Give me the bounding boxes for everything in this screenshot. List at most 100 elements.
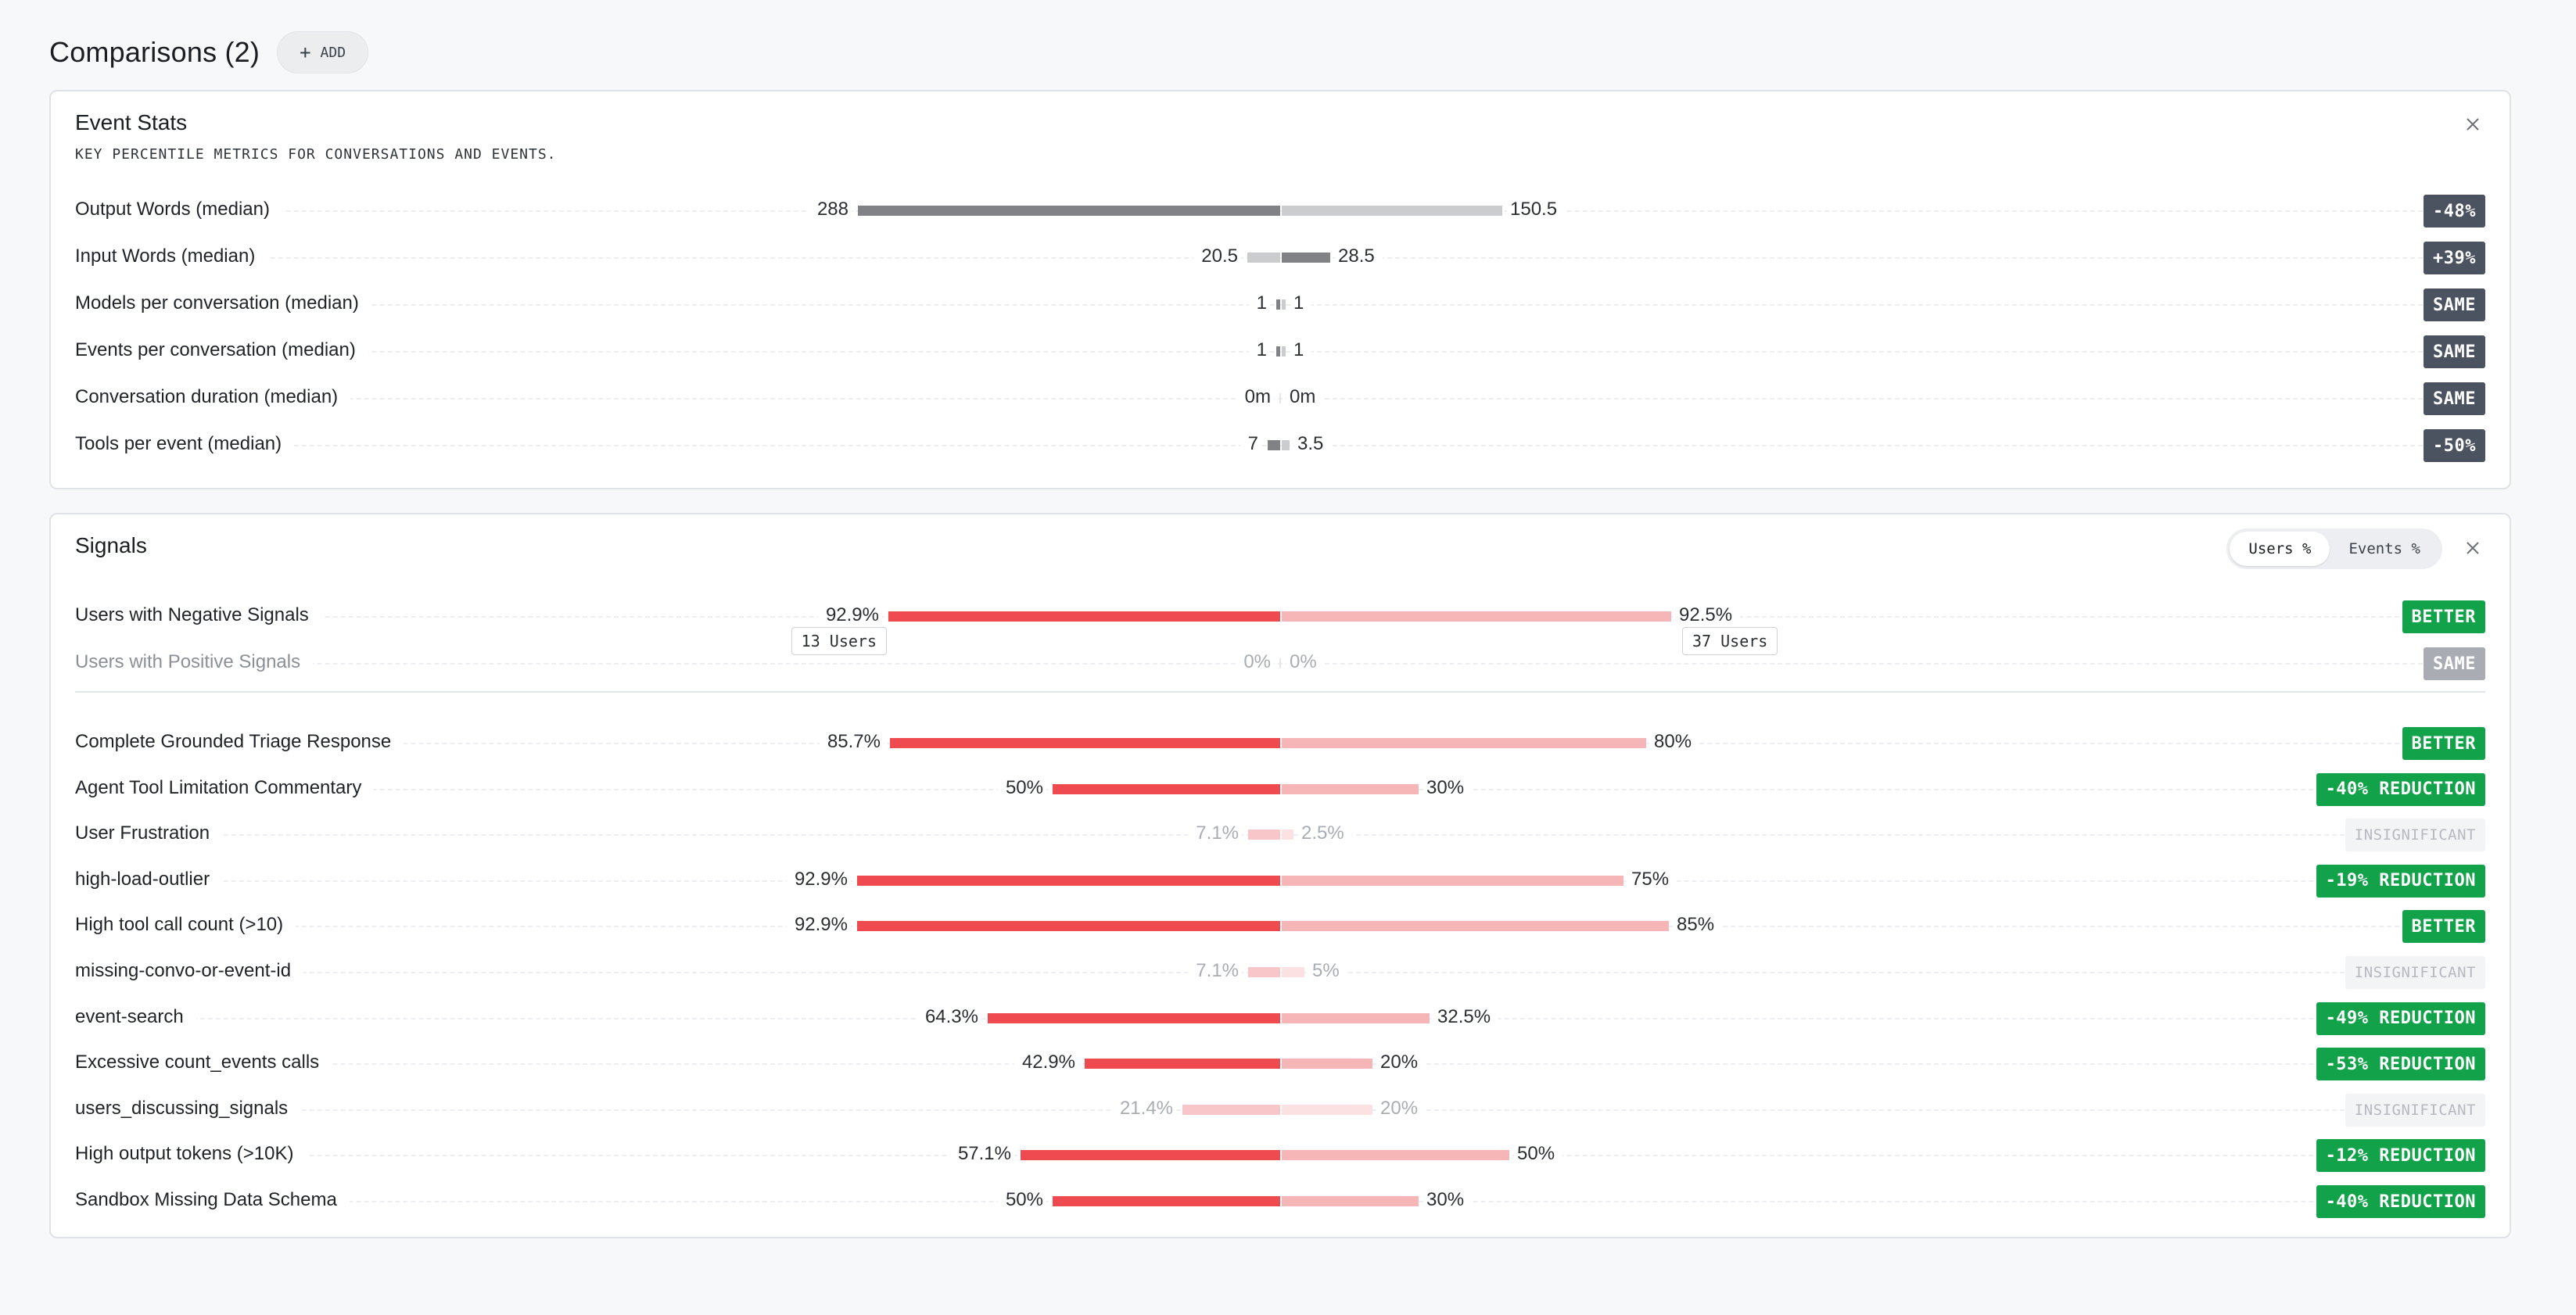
value-left: 42.9% xyxy=(1014,1052,1078,1074)
row-guide-line xyxy=(75,926,2485,928)
value-right: 3.5 xyxy=(1294,433,1332,455)
status-badge: SAME xyxy=(2424,382,2485,415)
value-right: 85% xyxy=(1674,914,1723,937)
signal-row: High output tokens (>10K) 57.1% 50% -12% RE… xyxy=(51,1131,2510,1178)
row-guide-line xyxy=(75,1017,2485,1019)
value-left: 57.1% xyxy=(949,1143,1014,1166)
value-right: 20% xyxy=(1377,1097,1426,1120)
row-label: Users with Positive Signals xyxy=(75,651,314,673)
toggle-events-percent[interactable]: Events % xyxy=(2348,540,2420,557)
row-label: Complete Grounded Triage Response xyxy=(75,731,404,753)
bar-left xyxy=(1248,829,1280,840)
user-count-chip: 37 Users xyxy=(1682,627,1778,655)
status-badge: BETTER xyxy=(2402,600,2485,633)
row-guide-line xyxy=(75,788,2485,790)
status-badge: -40% REDUCTION xyxy=(2316,772,2485,806)
value-right: 1 xyxy=(1290,339,1312,361)
row-label: High output tokens (>10K) xyxy=(75,1143,307,1166)
value-right: 0m xyxy=(1286,386,1324,408)
row-guide-line xyxy=(75,1155,2485,1157)
row-guide-line xyxy=(75,210,2485,212)
value-left: 85.7% xyxy=(819,731,884,753)
row-guide-line xyxy=(75,445,2485,446)
value-left: 7.1% xyxy=(1188,822,1242,845)
row-guide-line xyxy=(75,304,2485,306)
row-label: missing-convo-or-event-id xyxy=(75,960,304,982)
event-stats-title: Event Stats xyxy=(75,110,188,134)
status-badge: SAME xyxy=(2424,335,2485,368)
row-guide-line xyxy=(75,1201,2485,1202)
user-count-chip: 13 Users xyxy=(791,627,887,655)
bar-right xyxy=(1282,829,1293,840)
bar-right xyxy=(1282,611,1671,622)
status-badge: +39% xyxy=(2424,242,2485,274)
value-right: 5% xyxy=(1309,960,1347,982)
event-stats-subtitle: KEY PERCENTILE METRICS FOR CONVERSATIONS… xyxy=(75,146,557,163)
value-left: 92.9% xyxy=(817,604,882,626)
status-badge: -40% REDUCTION xyxy=(2316,1185,2485,1218)
event-stat-row: Events per conversation (median) 1 1 SAME xyxy=(51,328,2510,374)
row-label: Output Words (median) xyxy=(75,199,282,220)
bar-left xyxy=(858,206,1280,216)
plus-icon: + xyxy=(300,41,311,63)
status-badge: SAME xyxy=(2424,288,2485,321)
value-right: 1 xyxy=(1290,292,1312,314)
event-stats-card: Event Stats KEY PERCENTILE METRICS FOR C… xyxy=(49,90,2511,489)
status-badge: BETTER xyxy=(2402,910,2485,944)
row-label: User Frustration xyxy=(75,822,223,845)
signal-row: User Frustration 7.1% 2.5% INSIGNIFICANT xyxy=(51,811,2510,858)
bar-left xyxy=(1247,253,1280,263)
bar-left xyxy=(890,738,1280,748)
row-label: users_discussing_signals xyxy=(75,1097,301,1120)
bar-left xyxy=(857,875,1280,886)
bar-left xyxy=(1276,346,1280,357)
bar-right xyxy=(1282,1150,1509,1161)
close-icon[interactable] xyxy=(2463,115,2482,134)
metric-toggle: Users % Events % xyxy=(2226,529,2442,569)
row-guide-line xyxy=(75,1109,2485,1111)
value-right: 32.5% xyxy=(1434,1005,1499,1028)
signal-row: Excessive count_events calls 42.9% 20% -53%… xyxy=(51,1040,2510,1087)
status-badge: BETTER xyxy=(2402,727,2485,760)
bar-left xyxy=(1268,440,1280,450)
row-label: Models per conversation (median) xyxy=(75,292,371,314)
status-badge: -12% REDUCTION xyxy=(2316,1139,2485,1173)
value-left: 0% xyxy=(1236,651,1274,673)
status-badge: SAME xyxy=(2424,647,2485,680)
event-stat-row: Tools per event (median) 7 3.5 -50% xyxy=(51,421,2510,468)
add-comparison-button[interactable]: + ADD xyxy=(277,31,369,73)
signal-summary-row: Users with Negative Signals 92.9% 92.5% BET… xyxy=(51,593,2510,655)
value-right: 30% xyxy=(1423,1189,1473,1211)
event-stat-row: Models per conversation (median) 1 1 SAME xyxy=(51,281,2510,328)
bar-left xyxy=(888,611,1280,622)
bar-left xyxy=(1021,1150,1280,1161)
bar-right xyxy=(1282,206,1502,216)
status-badge: INSIGNIFICANT xyxy=(2345,956,2485,989)
bar-right xyxy=(1282,346,1286,357)
value-right: 2.5% xyxy=(1298,822,1352,845)
signal-row: Sandbox Missing Data Schema 50% 30% -40% RE… xyxy=(51,1177,2510,1224)
close-icon[interactable] xyxy=(2463,539,2482,557)
row-guide-line xyxy=(75,351,2485,353)
status-badge: -49% REDUCTION xyxy=(2316,1001,2485,1035)
bar-right xyxy=(1282,783,1419,794)
row-guide-line xyxy=(75,616,2485,618)
bar-left xyxy=(988,1012,1280,1023)
value-left: 92.9% xyxy=(786,868,851,890)
value-left: 50% xyxy=(997,776,1046,799)
bar-left xyxy=(857,921,1280,932)
bar-left xyxy=(1053,1196,1280,1206)
toggle-users-percent[interactable]: Users % xyxy=(2230,532,2330,566)
value-left: 7.1% xyxy=(1188,960,1242,982)
signals-title: Signals xyxy=(75,533,147,557)
signals-divider xyxy=(75,691,2485,693)
signal-row: Complete Grounded Triage Response 85.7% 80… xyxy=(51,719,2510,766)
bar-right xyxy=(1282,875,1623,886)
bar-left xyxy=(1085,1059,1280,1070)
row-label: Conversation duration (median) xyxy=(75,386,351,408)
row-guide-line xyxy=(75,743,2485,744)
value-right: 30% xyxy=(1423,776,1473,799)
bar-right xyxy=(1282,967,1304,977)
event-stat-row: Conversation duration (median) 0m 0m SAME xyxy=(51,374,2510,421)
signal-row: event-search 64.3% 32.5% -49% REDUCTION xyxy=(51,994,2510,1041)
